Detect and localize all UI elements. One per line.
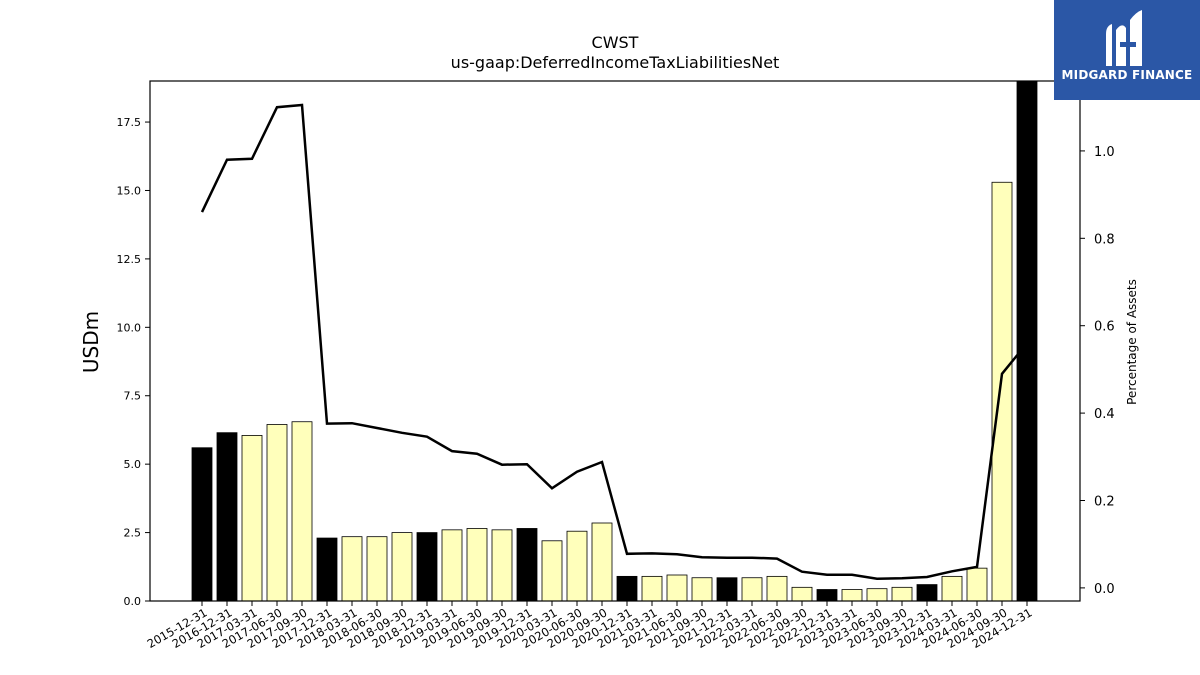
y-tick-label: 12.5 <box>117 253 142 266</box>
y-tick-label: 15.0 <box>117 184 142 197</box>
bar <box>991 181 1013 602</box>
bar <box>641 575 663 602</box>
y2-tick-label: 0.6 <box>1094 320 1115 335</box>
y2-tick-label: 0.0 <box>1094 582 1115 597</box>
y2-tick-label: 0.2 <box>1094 494 1115 509</box>
bar <box>691 577 713 602</box>
bar <box>516 528 538 602</box>
percentage-line <box>200 103 1028 580</box>
bar <box>1016 80 1038 602</box>
y2-tick-label: 1.0 <box>1094 145 1115 160</box>
x-axis-ticks: 2015-12-312016-12-312017-03-312017-06-30… <box>145 601 1035 651</box>
bar <box>716 577 738 602</box>
bar <box>591 522 613 602</box>
bar <box>316 537 338 602</box>
bar <box>541 540 563 602</box>
y-axis-label: USDm <box>79 311 103 373</box>
bar <box>941 575 963 602</box>
bar <box>291 421 313 602</box>
plot-frame <box>149 80 1081 602</box>
bar <box>816 589 838 602</box>
bar <box>866 588 888 602</box>
bar <box>791 586 813 602</box>
bar <box>466 528 488 602</box>
bar-series <box>191 80 1038 602</box>
y2-tick-label: 0.8 <box>1094 232 1115 247</box>
left-axis-ticks: 0.0 2.5 5.0 7.5 10.0 12.5 15.0 17.5 <box>117 116 150 608</box>
bar <box>666 574 688 602</box>
brand-logo: MIDGARD FINANCE <box>1054 0 1200 100</box>
bar <box>891 586 913 602</box>
bar <box>566 530 588 602</box>
bar <box>491 529 513 602</box>
bar <box>616 575 638 602</box>
y2-axis-label: Percentage of Assets <box>1125 279 1139 405</box>
bar <box>241 435 263 602</box>
bar <box>366 536 388 602</box>
bar <box>266 424 288 602</box>
chart-subtitle: us-gaap:DeferredIncomeTaxLiabilitiesNet <box>451 53 780 72</box>
right-axis-ticks: 0.0 0.2 0.4 0.6 0.8 1.0 <box>1080 145 1115 597</box>
y-tick-label: 17.5 <box>117 116 142 129</box>
logo-text: MIDGARD FINANCE <box>1061 68 1193 82</box>
bar <box>441 529 463 602</box>
y-tick-label: 2.5 <box>124 527 142 540</box>
bar <box>741 577 763 602</box>
y-tick-label: 0.0 <box>124 595 142 608</box>
chart-title: CWST <box>592 33 639 52</box>
bar <box>766 575 788 602</box>
bar <box>416 532 438 602</box>
bar <box>191 447 213 602</box>
bar <box>216 432 238 602</box>
y2-tick-label: 0.4 <box>1094 407 1115 422</box>
y-tick-label: 5.0 <box>124 458 142 471</box>
bar <box>916 584 938 602</box>
y-tick-label: 7.5 <box>124 390 142 403</box>
bar <box>341 536 363 602</box>
bar <box>391 532 413 602</box>
logo-mark-icon <box>1106 10 1142 66</box>
y-tick-label: 10.0 <box>117 321 142 334</box>
bar <box>841 589 863 602</box>
bar <box>966 567 988 602</box>
